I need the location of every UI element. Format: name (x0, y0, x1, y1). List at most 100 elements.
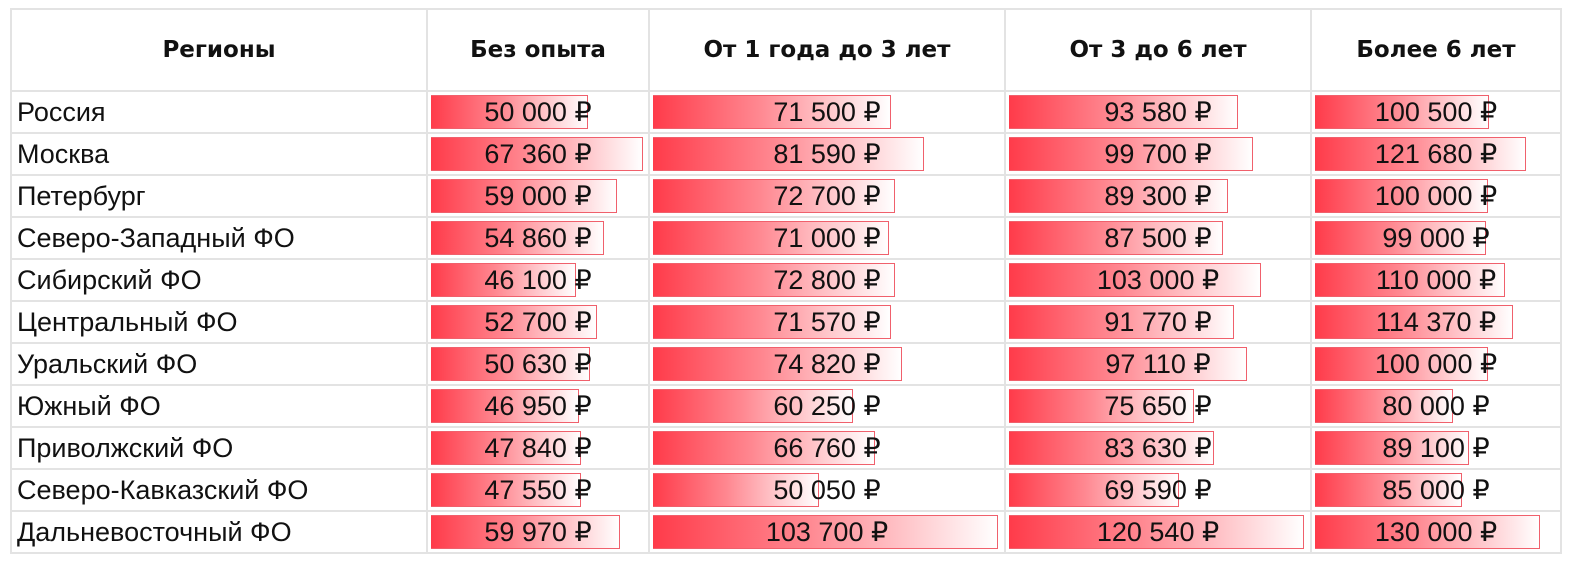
salary-bar (653, 347, 902, 381)
salary-bar (431, 389, 579, 423)
header-3-6-years: От 3 до 6 лет (1004, 8, 1312, 92)
salary-value: 130 000 ₽ (1374, 516, 1498, 547)
salary-bar (1315, 389, 1454, 423)
salary-bar (653, 221, 889, 255)
salary-value: 72 800 ₽ (773, 264, 881, 295)
salary-value: 59 000 ₽ (484, 180, 592, 211)
salary-bar (431, 221, 604, 255)
salary-value: 50 050 ₽ (773, 474, 881, 505)
salary-bar (1009, 305, 1234, 339)
salary-value: 46 100 ₽ (484, 264, 592, 295)
salary-value: 66 760 ₽ (773, 432, 881, 463)
salary-bar (431, 473, 581, 507)
salary-table-container: Регионы Без опыта От 1 года до 3 лет От … (10, 8, 1562, 554)
salary-bar (1009, 431, 1214, 465)
salary-value: 97 110 ₽ (1105, 348, 1211, 379)
salary-cell-no-experience: 59 000 ₽ (426, 174, 650, 218)
salary-cell-over-6-years: 100 500 ₽ (1310, 90, 1562, 134)
salary-value: 71 570 ₽ (773, 306, 881, 337)
salary-cell-3-6-years: 99 700 ₽ (1004, 132, 1312, 176)
region-name: Петербург (10, 174, 428, 218)
salary-cell-over-6-years: 100 000 ₽ (1310, 174, 1562, 218)
salary-value: 85 000 ₽ (1382, 474, 1490, 505)
salary-cell-3-6-years: 91 770 ₽ (1004, 300, 1312, 344)
salary-table: Регионы Без опыта От 1 года до 3 лет От … (10, 8, 1562, 554)
salary-value: 114 370 ₽ (1375, 306, 1497, 337)
salary-cell-no-experience: 52 700 ₽ (426, 300, 650, 344)
salary-bar (653, 305, 891, 339)
table-row: Южный ФО 46 950 ₽ 60 250 ₽ 75 650 ₽ 80 000 ₽ (10, 384, 1562, 428)
salary-value: 72 700 ₽ (773, 180, 881, 211)
salary-bar (1009, 515, 1305, 549)
header-1-3-years: От 1 года до 3 лет (648, 8, 1006, 92)
salary-bar (431, 515, 620, 549)
salary-cell-no-experience: 59 970 ₽ (426, 510, 650, 554)
salary-value: 103 000 ₽ (1096, 264, 1220, 295)
salary-bar (1315, 515, 1541, 549)
region-name: Северо-Кавказский ФО (10, 468, 428, 512)
salary-value: 46 950 ₽ (484, 390, 592, 421)
salary-value: 100 000 ₽ (1374, 180, 1498, 211)
salary-cell-over-6-years: 110 000 ₽ (1310, 258, 1562, 302)
salary-bar (1315, 431, 1470, 465)
salary-cell-1-3-years: 103 700 ₽ (648, 510, 1006, 554)
table-row: Петербург 59 000 ₽ 72 700 ₽ 89 300 ₽ 100 000… (10, 174, 1562, 218)
table-row: Москва 67 360 ₽ 81 590 ₽ 99 700 ₽ 121 680 ₽ (10, 132, 1562, 176)
table-row: Уральский ФО 50 630 ₽ 74 820 ₽ 97 110 ₽ 100 … (10, 342, 1562, 386)
salary-cell-1-3-years: 66 760 ₽ (648, 426, 1006, 470)
salary-value: 80 000 ₽ (1382, 390, 1490, 421)
salary-value: 60 250 ₽ (773, 390, 881, 421)
salary-cell-3-6-years: 120 540 ₽ (1004, 510, 1312, 554)
salary-value: 91 770 ₽ (1104, 306, 1212, 337)
salary-bar (1009, 389, 1195, 423)
salary-cell-3-6-years: 103 000 ₽ (1004, 258, 1312, 302)
region-name: Центральный ФО (10, 300, 428, 344)
header-over-6-years: Более 6 лет (1310, 8, 1562, 92)
salary-cell-1-3-years: 71 570 ₽ (648, 300, 1006, 344)
region-name: Южный ФО (10, 384, 428, 428)
salary-cell-over-6-years: 89 100 ₽ (1310, 426, 1562, 470)
region-name: Россия (10, 90, 428, 134)
salary-cell-over-6-years: 99 000 ₽ (1310, 216, 1562, 260)
salary-bar (1009, 347, 1247, 381)
region-name: Дальневосточный ФО (10, 510, 428, 554)
salary-value: 52 700 ₽ (484, 306, 592, 337)
salary-bar (1315, 95, 1489, 129)
salary-cell-1-3-years: 50 050 ₽ (648, 468, 1006, 512)
salary-bar (1315, 473, 1463, 507)
salary-cell-3-6-years: 97 110 ₽ (1004, 342, 1312, 386)
salary-bar (431, 431, 582, 465)
region-name: Уральский ФО (10, 342, 428, 386)
salary-cell-1-3-years: 74 820 ₽ (648, 342, 1006, 386)
salary-bar (1315, 221, 1487, 255)
salary-cell-no-experience: 50 630 ₽ (426, 342, 650, 386)
salary-bar (1009, 95, 1239, 129)
salary-cell-no-experience: 50 000 ₽ (426, 90, 650, 134)
header-row: Регионы Без опыта От 1 года до 3 лет От … (10, 8, 1562, 92)
salary-value: 50 000 ₽ (484, 96, 592, 127)
salary-value: 59 970 ₽ (484, 516, 592, 547)
salary-value: 89 100 ₽ (1382, 432, 1490, 463)
salary-cell-no-experience: 46 100 ₽ (426, 258, 650, 302)
salary-bar (1315, 263, 1506, 297)
region-name: Приволжский ФО (10, 426, 428, 470)
salary-bar (1009, 473, 1180, 507)
salary-value: 74 820 ₽ (773, 348, 881, 379)
table-row: Центральный ФО 52 700 ₽ 71 570 ₽ 91 770 ₽ 11… (10, 300, 1562, 344)
salary-value: 47 550 ₽ (484, 474, 592, 505)
salary-bar (653, 389, 854, 423)
salary-value: 50 630 ₽ (484, 348, 592, 379)
salary-value: 100 000 ₽ (1374, 348, 1498, 379)
salary-cell-over-6-years: 100 000 ₽ (1310, 342, 1562, 386)
salary-bar (653, 431, 875, 465)
salary-bar (1009, 263, 1262, 297)
salary-bar (653, 137, 925, 171)
salary-cell-no-experience: 47 840 ₽ (426, 426, 650, 470)
salary-cell-3-6-years: 75 650 ₽ (1004, 384, 1312, 428)
region-name: Северо-Западный ФО (10, 216, 428, 260)
salary-cell-1-3-years: 60 250 ₽ (648, 384, 1006, 428)
salary-cell-1-3-years: 72 800 ₽ (648, 258, 1006, 302)
salary-bar (653, 473, 820, 507)
table-row: Россия 50 000 ₽ 71 500 ₽ 93 580 ₽ 100 500 ₽ (10, 90, 1562, 134)
salary-value: 54 860 ₽ (484, 222, 592, 253)
